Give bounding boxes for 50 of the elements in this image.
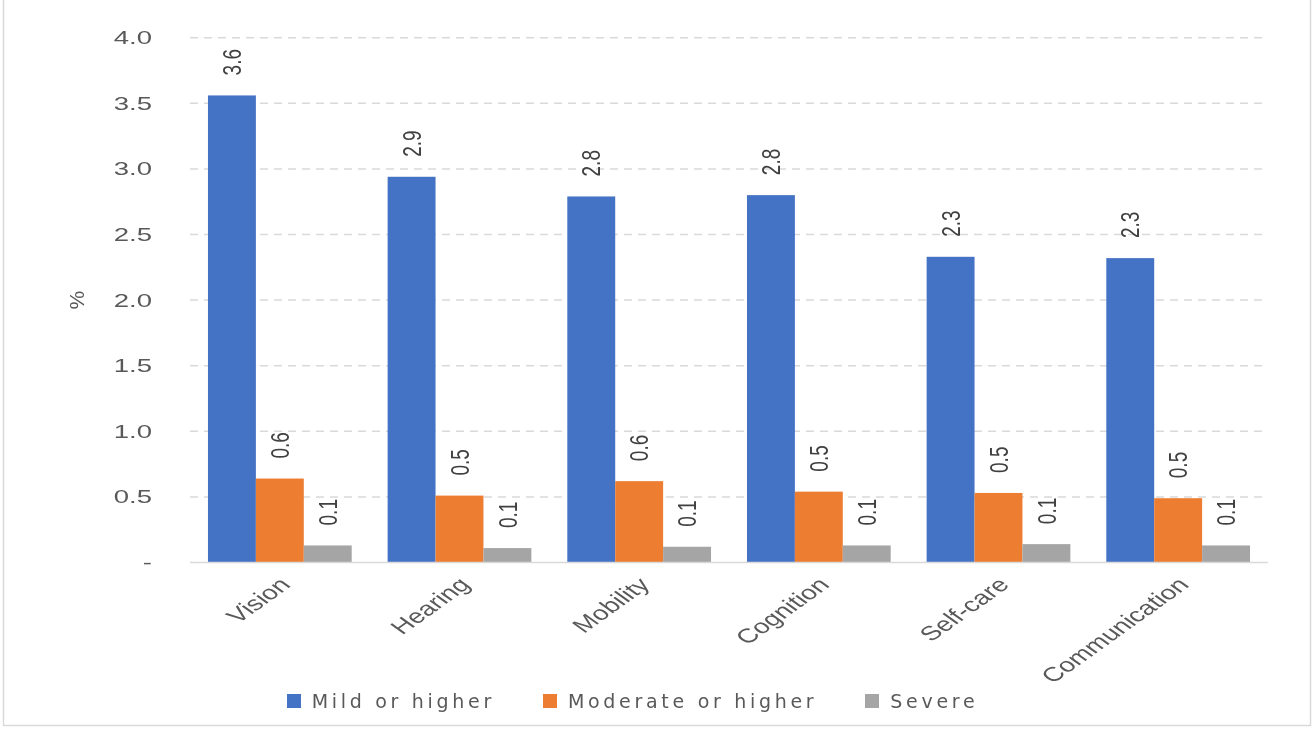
data-label: 2.8: [576, 150, 607, 177]
data-label: 0.1: [1031, 497, 1062, 525]
data-label: 0.5: [444, 449, 475, 476]
legend-label: Mild or higher: [311, 690, 495, 712]
data-label: 0.1: [492, 501, 523, 529]
data-label: 2.3: [935, 210, 966, 237]
bar: [663, 546, 712, 563]
bar: [926, 256, 975, 563]
bar: [207, 95, 256, 563]
data-label: 3.6: [216, 49, 247, 76]
bar: [255, 478, 304, 563]
bar: [1022, 544, 1071, 563]
bar: [746, 195, 795, 563]
y-tick-label: -: [142, 552, 152, 573]
y-tick-label: 1.0: [113, 420, 152, 442]
bar: [1154, 498, 1203, 563]
bar: [567, 196, 616, 563]
y-tick-label: 1.5: [113, 355, 152, 377]
bar: [387, 176, 436, 563]
data-label: 0.1: [312, 499, 343, 526]
data-label: 0.5: [803, 445, 834, 472]
data-label: 0.5: [983, 446, 1014, 473]
bar: [615, 481, 664, 563]
data-label: 2.8: [755, 148, 786, 176]
data-label: 0.5: [1163, 451, 1194, 479]
bar: [1106, 258, 1155, 563]
legend-label: Moderate or higher: [567, 690, 818, 712]
data-label: 2.3: [1115, 211, 1146, 239]
bar: [794, 491, 843, 563]
y-axis-title: %: [64, 290, 88, 310]
y-tick-label: 2.0: [113, 289, 152, 311]
bar: [483, 548, 532, 563]
x-tick-label: Vision: [220, 573, 296, 628]
bar: [435, 495, 484, 563]
data-label: 0.1: [672, 500, 703, 527]
data-label: 0.6: [624, 434, 655, 462]
y-tick-label: 3.5: [113, 92, 152, 114]
data-label: 2.9: [396, 130, 427, 157]
y-tick-label: 3.0: [113, 158, 152, 180]
y-tick-label: 4.0: [113, 27, 152, 49]
bar: [842, 545, 891, 563]
y-tick-label: 2.5: [113, 224, 152, 245]
data-label: 0.6: [264, 432, 295, 459]
data-label: 0.1: [1211, 499, 1242, 526]
bar: [974, 492, 1023, 563]
bar: [303, 545, 352, 563]
bar: [1202, 545, 1251, 563]
y-tick-label: 0.5: [113, 486, 152, 508]
data-label: 0.1: [851, 499, 882, 526]
legend-label: Severe: [890, 690, 979, 712]
